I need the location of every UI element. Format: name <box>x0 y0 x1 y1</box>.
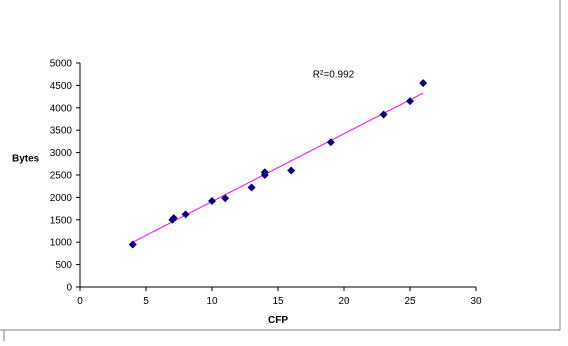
data-point <box>287 166 296 175</box>
x-tick-label: 15 <box>272 296 284 307</box>
y-tick-label: 0 <box>66 283 72 294</box>
y-tick-label: 3500 <box>50 126 73 137</box>
y-tick-label: 2000 <box>50 193 73 204</box>
trendline-group <box>132 92 424 243</box>
data-points <box>128 79 428 249</box>
y-tick-label: 3000 <box>50 148 73 159</box>
y-tick-label: 5000 <box>50 59 73 70</box>
r-squared-annotation: R²=0.992 <box>313 69 355 80</box>
x-axis-title: CFP <box>268 315 288 326</box>
data-point <box>221 194 230 203</box>
y-tick-label: 500 <box>55 260 72 271</box>
data-point <box>169 214 178 223</box>
y-axis-ticks: 0 500 1000 1500 2000 2500 3000 3500 4000 4500 5000 <box>50 59 80 294</box>
data-point <box>247 183 256 192</box>
y-tick-label: 1500 <box>50 215 73 226</box>
data-point <box>208 196 216 205</box>
x-tick-label: 5 <box>143 296 149 307</box>
data-point <box>326 138 335 147</box>
data-point <box>128 240 137 249</box>
x-axis-ticks: 0 5 10 15 20 25 30 <box>77 287 482 307</box>
x-tick-label: 10 <box>206 296 218 307</box>
data-point <box>181 210 190 219</box>
y-tick-label: 4000 <box>50 103 73 114</box>
y-tick-label: 1000 <box>50 238 73 249</box>
trendline <box>132 92 424 243</box>
x-tick-label: 25 <box>404 296 416 307</box>
data-point <box>406 97 414 106</box>
x-tick-label: 30 <box>470 296 482 307</box>
data-point <box>379 110 388 119</box>
x-tick-label: 0 <box>77 296 83 307</box>
data-point <box>260 168 269 177</box>
y-tick-label: 4500 <box>50 81 73 92</box>
data-point <box>419 79 428 88</box>
y-tick-label: 2500 <box>50 171 73 182</box>
y-axis-title: Bytes <box>12 154 40 165</box>
x-tick-label: 20 <box>338 296 350 307</box>
